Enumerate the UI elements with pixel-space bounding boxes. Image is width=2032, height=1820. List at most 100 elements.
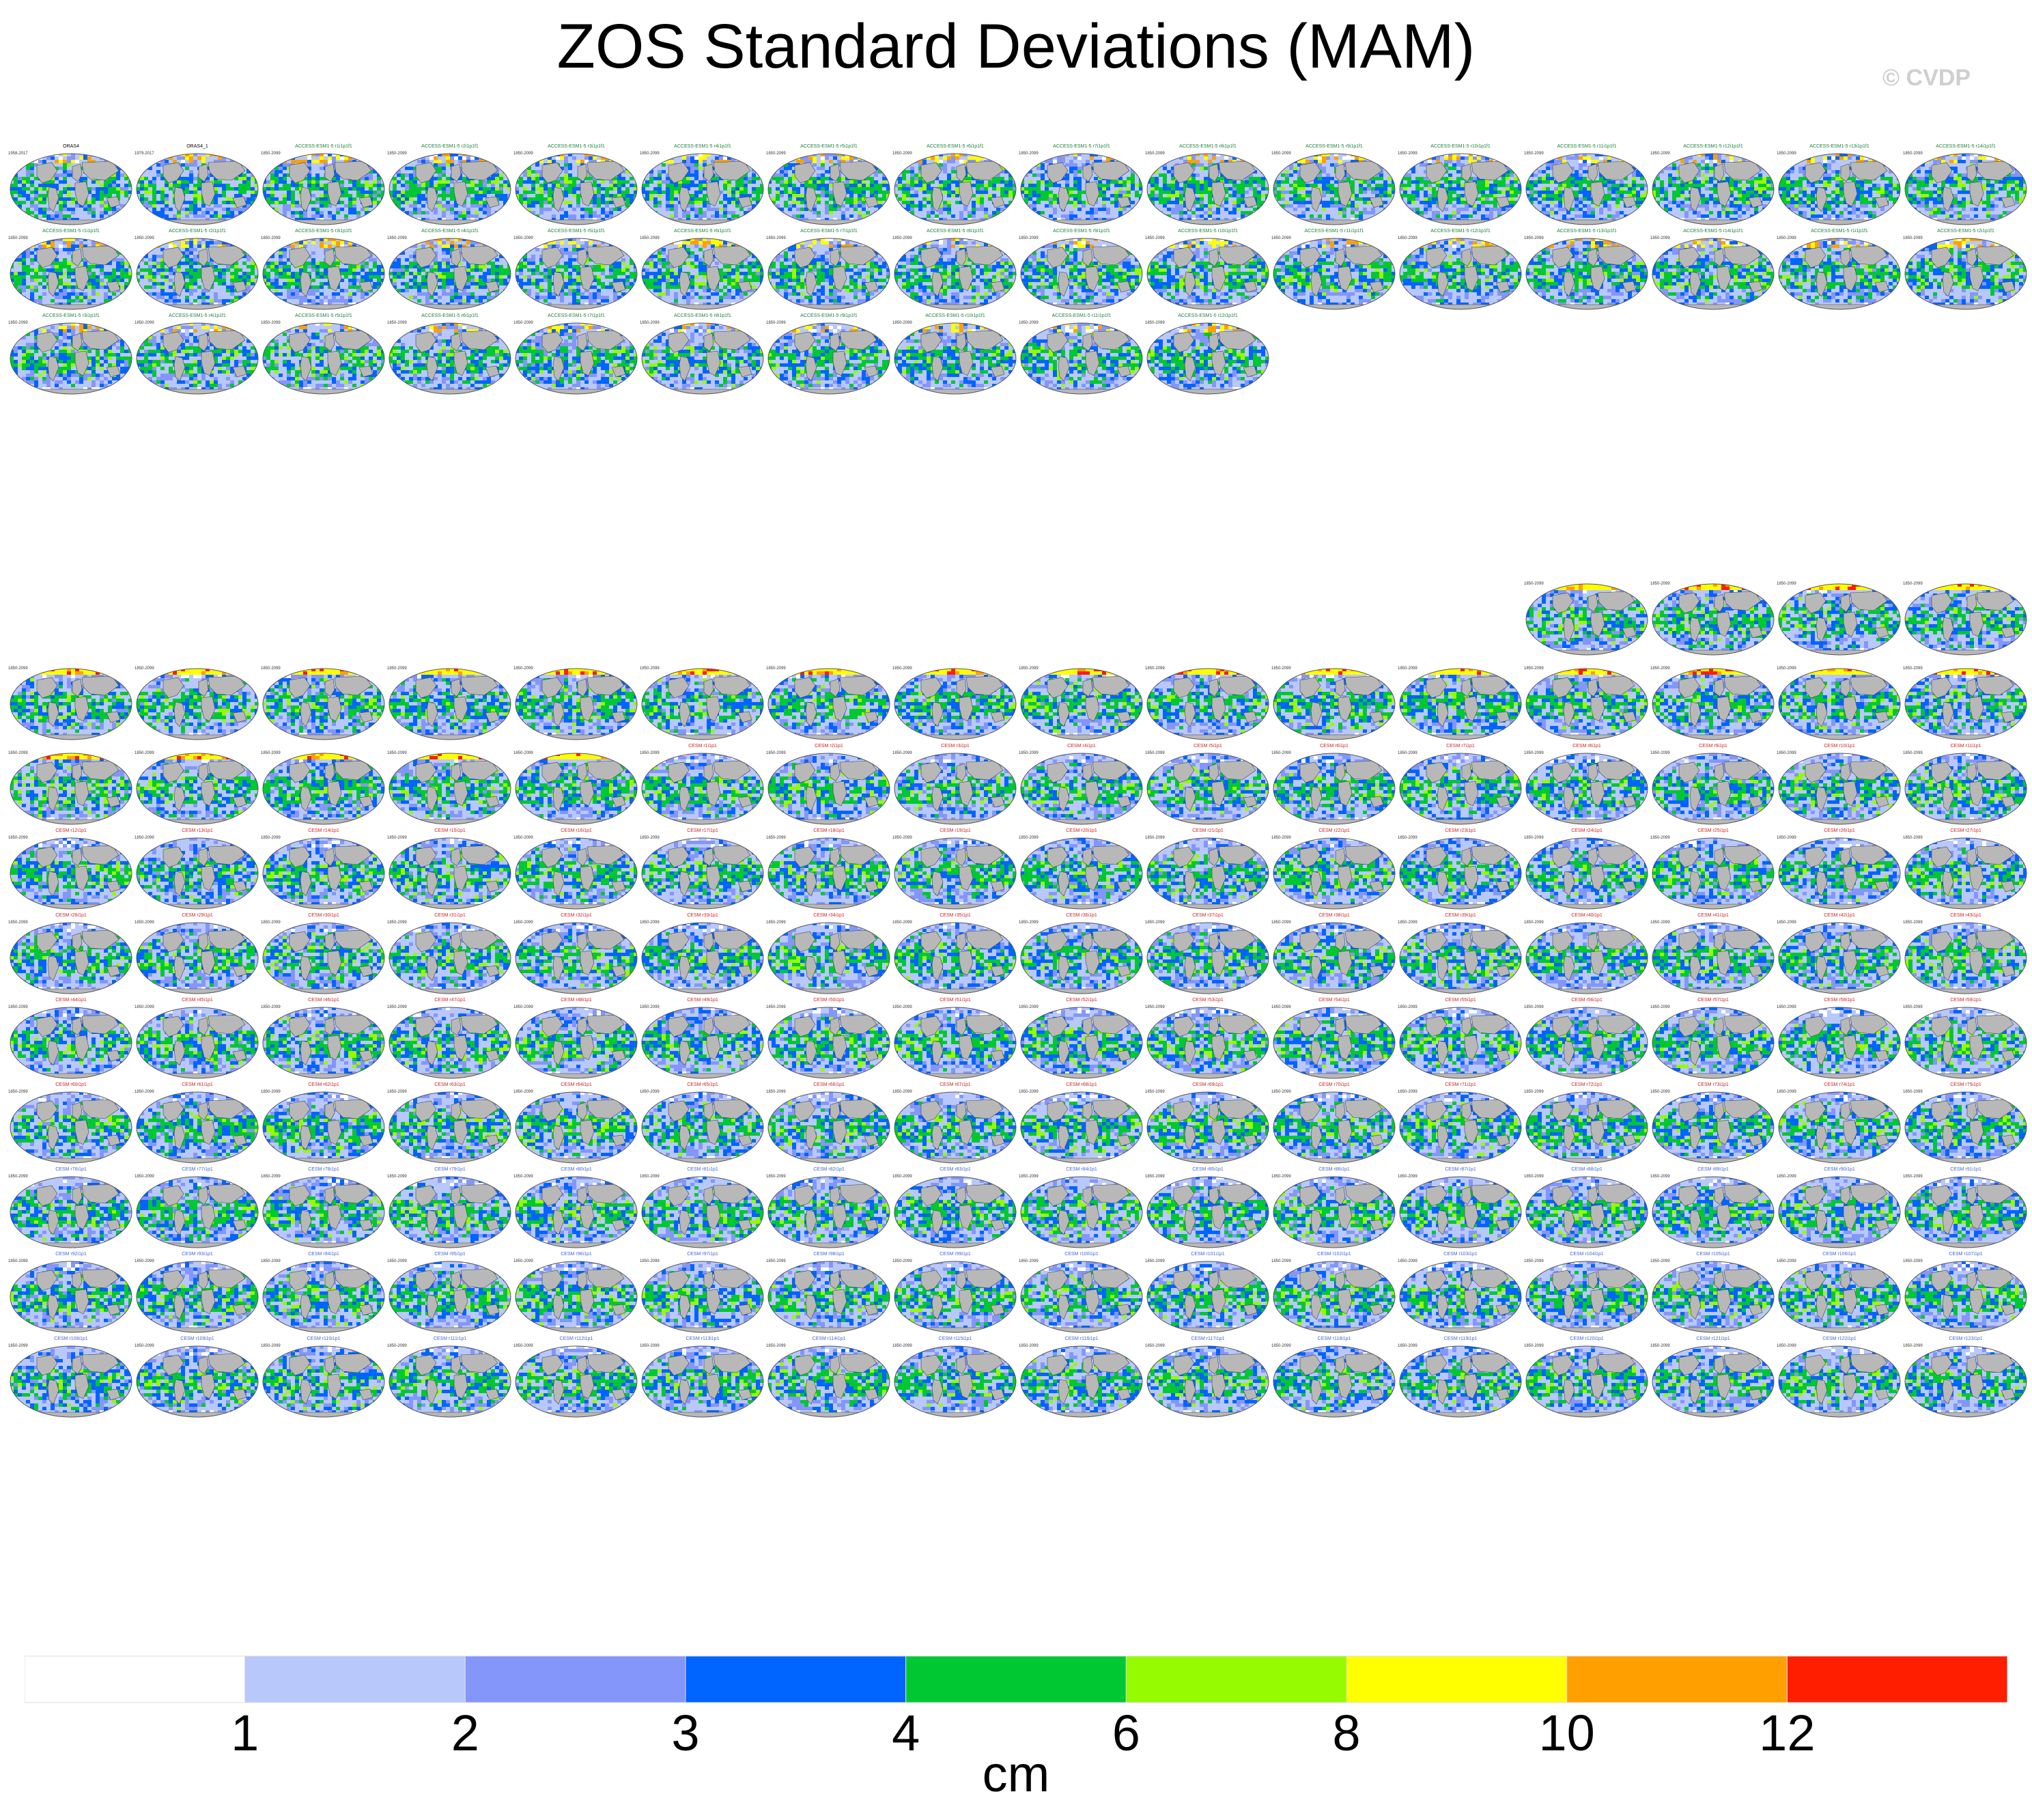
map-panel: CESM r112i1p1 1850-2099 bbox=[513, 1336, 639, 1419]
map-panel: ACCESS-ESM1-5 r3i1p1f1 1850-2099 bbox=[8, 313, 134, 396]
map-panel: CESM r15i1p1 1850-2099 bbox=[387, 828, 513, 911]
panel-title: ACCESS-ESM1-5 r2i1p1f1 bbox=[387, 143, 513, 150]
map-panel: CESM r121i1p1 1850-2099 bbox=[1650, 1336, 1776, 1419]
map-panel: CESM r87i1p1 1850-2099 bbox=[1398, 1166, 1523, 1250]
panel-title: CESM r25i1p1 bbox=[1650, 828, 1776, 834]
global-map bbox=[1652, 922, 1775, 994]
global-map bbox=[1525, 922, 1648, 994]
global-map bbox=[1904, 922, 2027, 994]
panel-title: CESM r75i1p1 bbox=[1903, 1082, 2029, 1088]
panel-title: CESM r12i1p1 bbox=[8, 828, 134, 834]
panel-title: CESM r20i1p1 bbox=[1019, 828, 1144, 834]
map-panel: CESM r105i1p1 1850-2099 bbox=[1650, 1251, 1776, 1334]
map-panel: CESM r118i1p1 1850-2099 bbox=[1271, 1336, 1397, 1419]
colorbar-swatch bbox=[1126, 1656, 1346, 1703]
panel-title: CESM r53i1p1 bbox=[1145, 997, 1271, 1003]
map-panel: CESM r46i1p1 1850-2099 bbox=[261, 997, 386, 1080]
global-map bbox=[641, 1176, 764, 1248]
global-map bbox=[389, 1091, 511, 1164]
map-panel: 1850-2099 bbox=[135, 743, 260, 826]
panel-title: CESM r17i1p1 bbox=[640, 828, 765, 834]
colorbar-units-label: cm bbox=[0, 1745, 2032, 1803]
global-map bbox=[1399, 153, 1522, 225]
map-panel: CESM r48i1p1 1850-2099 bbox=[513, 997, 639, 1080]
global-map bbox=[10, 753, 132, 825]
map-panel: CESM r79i1p1 1850-2099 bbox=[387, 1166, 513, 1250]
global-map bbox=[1652, 753, 1775, 825]
global-map bbox=[136, 238, 259, 310]
global-map bbox=[515, 668, 638, 740]
map-panel: CESM r102i1p1 1850-2099 bbox=[1271, 1251, 1397, 1334]
global-map bbox=[1273, 668, 1396, 740]
panel-title: CESM r62i1p1 bbox=[261, 1082, 386, 1088]
panel-title: CESM r103i1p1 bbox=[1398, 1251, 1523, 1257]
panel-title: CESM r18i1p1 bbox=[766, 828, 892, 834]
panel-title: CESM r83i1p1 bbox=[892, 1166, 1018, 1173]
map-panel: ACCESS-ESM1-5 r9i1p1f1 1850-2099 bbox=[766, 313, 892, 396]
global-map bbox=[10, 1091, 132, 1164]
map-panel: CESM r63i1p1 1850-2099 bbox=[387, 1082, 513, 1165]
panel-title: CESM r90i1p1 bbox=[1777, 1166, 1902, 1173]
map-panel: CESM r17i1p1 1850-2099 bbox=[640, 828, 765, 911]
map-panel: CESM r60i1p1 1850-2099 bbox=[8, 1082, 134, 1165]
global-map bbox=[894, 922, 1017, 994]
map-panel: ACCESS-ESM1-5 r1i1p1f1 1850-2099 bbox=[261, 143, 386, 227]
global-map bbox=[10, 1007, 132, 1079]
global-map bbox=[1273, 1261, 1396, 1333]
panel-title: CESM r116i1p1 bbox=[1019, 1336, 1144, 1342]
global-map bbox=[389, 753, 511, 825]
map-panel: CESM r65i1p1 1850-2099 bbox=[640, 1082, 765, 1165]
global-map bbox=[1020, 922, 1143, 994]
global-map bbox=[136, 837, 259, 910]
global-map bbox=[1778, 1176, 1901, 1248]
map-panel: CESM r89i1p1 1850-2099 bbox=[1650, 1166, 1776, 1250]
global-map bbox=[1652, 153, 1775, 225]
global-map bbox=[1273, 1176, 1396, 1248]
global-map bbox=[1904, 668, 2027, 740]
panel-title: CESM r98i1p1 bbox=[766, 1251, 892, 1257]
panel-title: ACCESS-ESM1-5 r3i1p1f1 bbox=[261, 228, 386, 234]
map-panel: 1850-2099 bbox=[1019, 658, 1144, 742]
panel-title: CESM r108i1p1 bbox=[8, 1336, 134, 1342]
global-map bbox=[1399, 837, 1522, 910]
panel-title: CESM r33i1p1 bbox=[640, 912, 765, 919]
panel-title: CESM r81i1p1 bbox=[640, 1166, 765, 1173]
panel-title: ACCESS-ESM1-5 r11i1p1f1 bbox=[1271, 228, 1397, 234]
global-map bbox=[641, 753, 764, 825]
panel-title: CESM r89i1p1 bbox=[1650, 1166, 1776, 1173]
panel-title: ACCESS-ESM1-5 r8i1p1f1 bbox=[1145, 143, 1271, 150]
map-panel: CESM r28i1p1 1850-2099 bbox=[8, 912, 134, 996]
map-panel: CESM r76i1p1 1850-2099 bbox=[8, 1166, 134, 1250]
map-panel: ACCESS-ESM1-5 r3i1p1f1 1850-2099 bbox=[513, 143, 639, 227]
panel-title: ACCESS-ESM1-5 r1i1p1f1 bbox=[8, 228, 134, 234]
global-map bbox=[1146, 922, 1269, 994]
map-panel: CESM r81i1p1 1850-2099 bbox=[640, 1166, 765, 1250]
panel-title: CESM r46i1p1 bbox=[261, 997, 386, 1003]
global-map bbox=[1020, 668, 1143, 740]
panel-title: CESM r82i1p1 bbox=[766, 1166, 892, 1173]
panel-title: CESM r52i1p1 bbox=[1019, 997, 1144, 1003]
map-panel: CESM r1i1p1 1850-2099 bbox=[640, 743, 765, 826]
map-panel: ACCESS-ESM1-5 r12i1p1f1 1850-2099 bbox=[1650, 143, 1776, 227]
map-panel: CESM r10i1p1 1850-2099 bbox=[1777, 743, 1902, 826]
panel-title: ACCESS-ESM1-5 r9i1p1f1 bbox=[1019, 228, 1144, 234]
panel-title: CESM r56i1p1 bbox=[1524, 997, 1650, 1003]
panel-title: ACCESS-ESM1-5 r7i1p1f1 bbox=[1019, 143, 1144, 150]
global-map bbox=[1652, 1176, 1775, 1248]
global-map bbox=[767, 1091, 890, 1164]
colorbar bbox=[25, 1655, 2007, 1703]
global-map bbox=[136, 668, 259, 740]
panel-title: CESM r36i1p1 bbox=[1019, 912, 1144, 919]
map-panel: 1850-2099 bbox=[1650, 574, 1776, 657]
panel-title: ACCESS-ESM1-5 r4i1p1f1 bbox=[135, 313, 260, 319]
panel-title: CESM r42i1p1 bbox=[1777, 912, 1902, 919]
map-panel: ACCESS-ESM1-5 r2i1p1f1 1850-2099 bbox=[387, 143, 513, 227]
panel-title: ACCESS-ESM1-5 r12i1p1f1 bbox=[1650, 143, 1776, 150]
map-panel: CESM r74i1p1 1850-2099 bbox=[1777, 1082, 1902, 1165]
panel-title: CESM r60i1p1 bbox=[8, 1082, 134, 1088]
global-map bbox=[1399, 1261, 1522, 1333]
map-panel: CESM r52i1p1 1850-2099 bbox=[1019, 997, 1144, 1080]
panel-title: CESM r5i1p1 bbox=[1145, 743, 1271, 749]
global-map bbox=[641, 153, 764, 225]
map-panel: CESM r61i1p1 1850-2099 bbox=[135, 1082, 260, 1165]
